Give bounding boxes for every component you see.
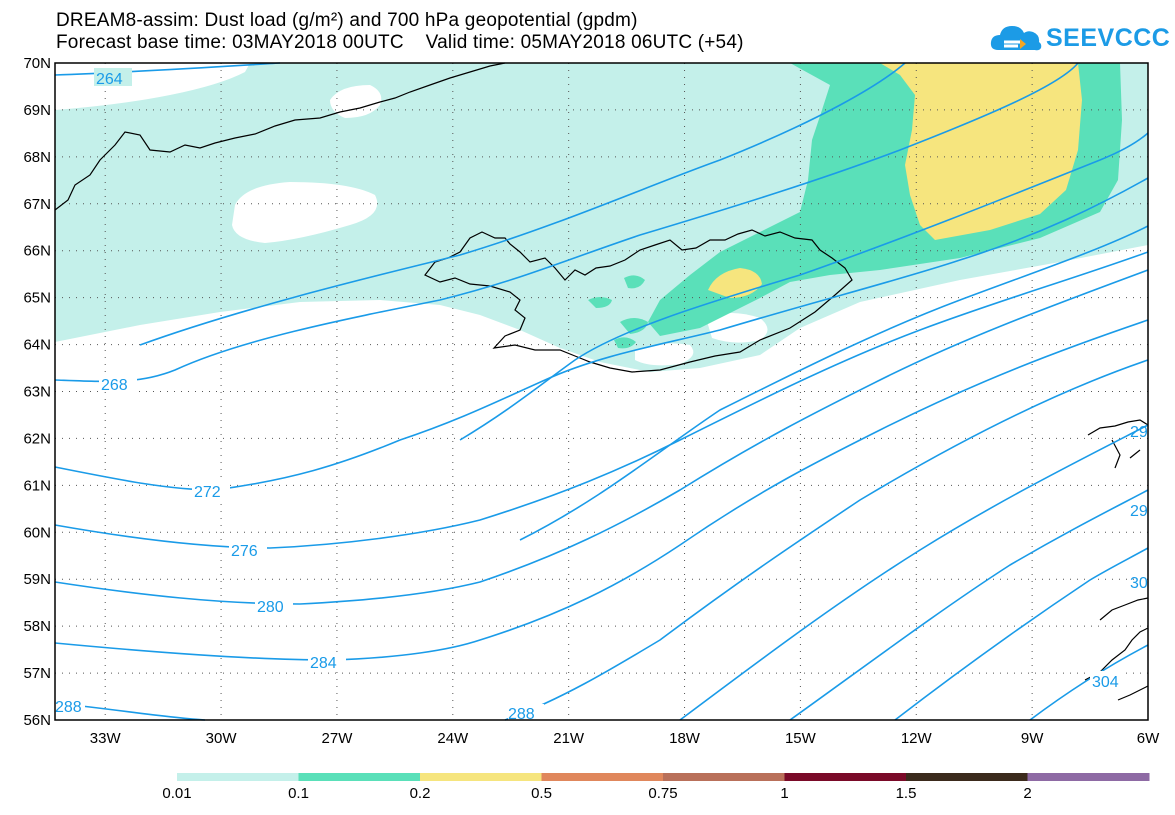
colorbar-label: 1 [780,785,789,802]
latitude-tick-label: 68N [23,149,51,166]
dust-clear-area [635,343,694,366]
latitude-tick-label: 65N [23,290,51,307]
latitude-tick-label: 70N [23,55,51,72]
contour-284 [54,319,1149,661]
contour-label: 280 [257,599,284,616]
contour-label: 29 [1130,424,1148,441]
contour-264 [54,62,281,76]
colorbar-swatch [784,773,907,781]
colorbar-swatch [906,773,1028,781]
contour-274 [519,225,1149,541]
latitude-tick-label: 63N [23,384,51,401]
colorbar-label: 0.2 [409,785,431,802]
seevccc-logo: SEEVCCC [990,20,1170,56]
contour-label: 29 [1130,503,1148,520]
latitude-tick-label: 64N [23,337,51,354]
contour-label: 288 [508,706,535,723]
latitude-tick-label: 60N [23,524,51,541]
contour-292 [679,424,1149,721]
colorbar-swatch [420,773,542,781]
dust-clear-area [232,182,378,243]
colorbar-swatch [541,773,664,781]
contour-288b [504,359,1149,721]
contour-label: 304 [1092,674,1119,691]
longitude-tick-label: 33W [90,730,122,747]
longitude-tick-label: 15W [785,730,817,747]
colorbar-label: 0.5 [531,785,552,802]
map-subtitle: Forecast base time: 03MAY2018 00UTC Vali… [56,32,744,53]
faroe-shetland-coastline [1087,419,1149,469]
contour-label: 284 [310,655,337,672]
dust-shading-0-2 [880,63,1082,240]
latitude-tick-label: 59N [23,571,51,588]
contour-label: 268 [101,377,128,394]
latitude-tick-label: 62N [23,430,51,447]
colorbar-label: 0.75 [648,785,678,802]
logo-text: SEEVCCC [1046,24,1171,52]
latitude-tick-label: 61N [23,477,51,494]
map-frame [54,62,1149,721]
colorbar-swatch [1027,773,1150,781]
longitude-tick-label: 27W [322,730,354,747]
cloud-icon [990,26,1042,51]
latitude-tick-label: 58N [23,618,51,635]
contour-label: 288 [55,699,82,716]
dust-shading-0-1 [624,275,645,289]
latitude-tick-label: 56N [23,712,51,729]
contour-label: 272 [194,484,221,501]
iceland-coastline [424,229,853,373]
latitude-tick-label: 67N [23,196,51,213]
contour-label: 276 [231,543,258,560]
contour-268 [54,62,1079,383]
dust-shading-0-1 [614,337,636,349]
colorbar-label: 2 [1023,785,1032,802]
greenland-coastline [54,62,506,211]
contour-label: 30 [1130,575,1148,592]
longitude-tick-label: 24W [437,730,469,747]
map-title: DREAM8-assim: Dust load (g/m²) and 700 h… [56,10,638,31]
latitude-tick-label: 57N [23,665,51,682]
contour-304 [1029,644,1149,721]
longitude-tick-label: 12W [901,730,933,747]
dust-shading-0-1 [588,297,612,308]
colorbar-swatch [663,773,785,781]
longitude-tick-label: 18W [669,730,701,747]
contour-296 [789,489,1149,721]
contour-label: 264 [96,71,123,88]
contour-300 [894,547,1149,721]
latitude-tick-label: 66N [23,243,51,260]
colorbar-label: 1.5 [895,785,917,802]
colorbar-label: 0.1 [288,785,309,802]
dust-shading-0-1 [620,318,648,334]
colorbar [177,773,1150,781]
colorbar-swatch [298,773,421,781]
latitude-tick-label: 69N [23,102,51,119]
colorbar-label: 0.01 [162,785,192,802]
longitude-tick-label: 6W [1137,730,1160,747]
longitude-tick-label: 21W [553,730,585,747]
longitude-tick-label: 9W [1021,730,1044,747]
longitude-tick-label: 30W [206,730,238,747]
colorbar-swatch [177,773,299,781]
contour-266 [139,62,906,346]
